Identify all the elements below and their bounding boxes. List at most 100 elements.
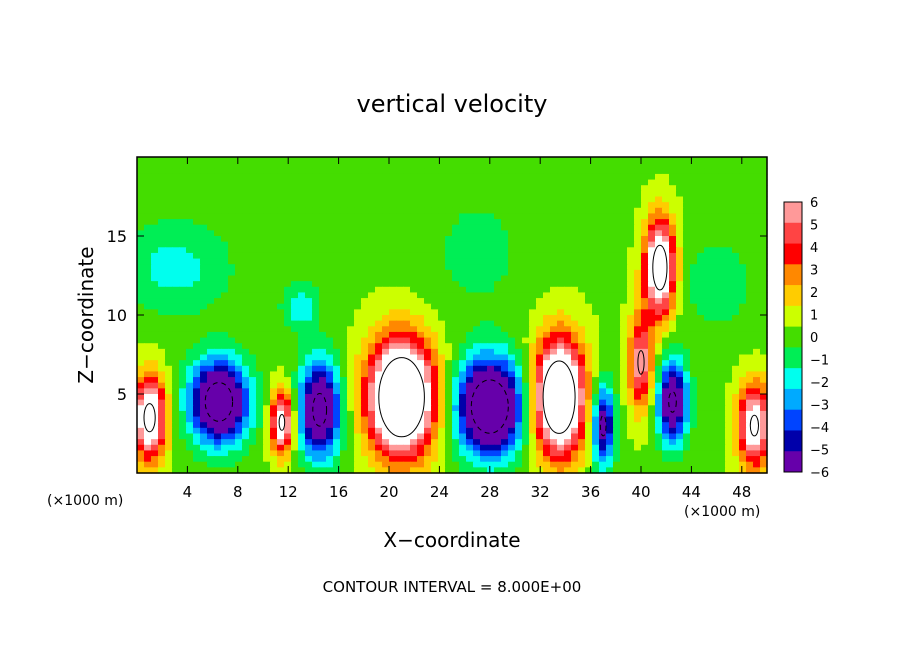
heat-cell xyxy=(452,382,460,389)
heat-cell xyxy=(312,422,320,429)
heat-cell xyxy=(277,264,285,271)
heat-cell xyxy=(368,315,376,322)
heat-cell xyxy=(291,439,299,446)
heat-cell xyxy=(368,371,376,378)
heat-cell xyxy=(249,264,257,271)
heat-cell xyxy=(186,303,194,310)
heat-cell xyxy=(487,230,495,237)
heat-cell xyxy=(249,331,257,339)
heat-cell xyxy=(704,292,712,299)
heat-cell xyxy=(354,264,362,271)
heat-cell xyxy=(249,258,257,265)
heat-cell xyxy=(200,377,208,384)
heat-cell xyxy=(466,196,474,203)
heat-cell xyxy=(585,157,593,164)
heat-cell xyxy=(354,433,362,440)
heat-cell xyxy=(522,450,530,457)
heat-cell xyxy=(606,264,614,271)
heat-cell xyxy=(662,247,670,254)
heat-cell xyxy=(221,207,229,215)
heat-cell xyxy=(613,258,621,265)
heat-cell xyxy=(760,298,768,305)
heat-cell xyxy=(578,196,586,203)
heat-cell xyxy=(634,444,642,452)
heat-cell xyxy=(200,360,208,367)
heat-cell xyxy=(739,343,747,350)
heat-cell xyxy=(221,382,229,389)
heat-cell xyxy=(508,377,516,384)
heat-cell xyxy=(354,207,362,215)
heat-cell xyxy=(305,275,313,282)
heat-cell xyxy=(655,162,663,169)
heat-cell xyxy=(144,399,152,406)
heat-cell xyxy=(256,303,264,310)
heat-cell xyxy=(333,399,341,406)
heat-cell xyxy=(256,416,264,423)
heat-cell xyxy=(760,433,768,440)
heat-cell xyxy=(403,213,411,220)
heat-cell xyxy=(445,315,453,322)
heat-cell xyxy=(746,456,754,463)
heat-cell xyxy=(333,427,341,435)
heat-cell xyxy=(298,230,306,237)
heat-cell xyxy=(487,371,495,378)
heat-cell xyxy=(718,185,726,192)
heat-cell xyxy=(291,337,299,344)
heat-cell xyxy=(669,326,677,333)
heat-cell xyxy=(627,190,635,198)
heat-cell xyxy=(557,207,565,215)
heat-cell xyxy=(256,354,264,361)
heat-cell xyxy=(557,450,565,457)
heat-cell xyxy=(284,399,292,406)
heat-cell xyxy=(571,303,579,310)
heat-cell xyxy=(564,196,572,203)
heat-cell xyxy=(466,269,474,277)
heat-cell xyxy=(256,247,264,254)
heat-cell xyxy=(480,348,488,356)
heat-cell xyxy=(459,405,467,412)
heat-cell xyxy=(711,439,719,446)
heat-cell xyxy=(179,444,187,452)
heat-cell xyxy=(235,416,243,423)
heat-cell xyxy=(340,360,348,367)
heat-cell xyxy=(368,394,376,401)
heat-cell xyxy=(438,320,446,327)
heat-cell xyxy=(725,461,733,468)
heat-cell xyxy=(333,168,341,175)
heat-cell xyxy=(270,247,278,254)
heat-cell xyxy=(361,371,369,378)
heat-cell xyxy=(242,207,250,215)
heat-cell xyxy=(438,439,446,446)
heat-cell xyxy=(228,467,236,474)
heat-cell xyxy=(382,258,390,265)
heat-cell xyxy=(249,185,257,192)
heat-cell xyxy=(466,348,474,356)
heat-cell xyxy=(571,207,579,215)
heat-cell xyxy=(508,439,516,446)
heat-cell xyxy=(760,348,768,356)
heat-cell xyxy=(641,337,649,344)
heat-cell xyxy=(529,439,537,446)
heat-cell xyxy=(291,433,299,440)
heat-cell xyxy=(445,168,453,175)
heat-cell xyxy=(585,258,593,265)
heat-cell xyxy=(403,354,411,361)
heat-cell xyxy=(564,422,572,429)
heat-cell xyxy=(424,309,432,316)
heat-cell xyxy=(298,360,306,367)
heat-cell xyxy=(732,275,740,282)
heat-cell xyxy=(263,303,271,310)
heat-cell xyxy=(396,219,404,226)
heat-cell xyxy=(564,157,572,164)
heat-cell xyxy=(354,157,362,164)
heat-cell xyxy=(151,326,159,333)
heat-cell xyxy=(473,292,481,299)
heat-cell xyxy=(494,207,502,215)
heat-cell xyxy=(676,264,684,271)
heat-cell xyxy=(242,394,250,401)
heat-cell xyxy=(620,157,628,164)
heat-cell xyxy=(305,326,313,333)
heat-cell xyxy=(543,157,551,164)
heat-cell xyxy=(550,173,558,181)
plot-area xyxy=(136,156,768,474)
